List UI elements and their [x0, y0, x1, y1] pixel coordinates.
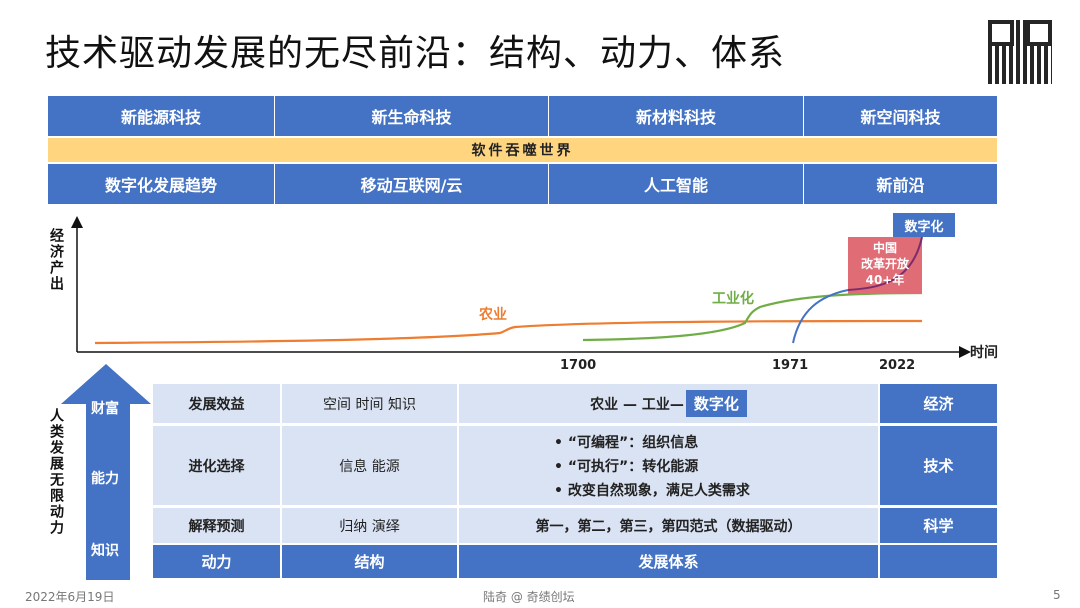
trend-cell: 移动互联网/云: [275, 164, 549, 204]
row-label: 进化选择: [153, 426, 280, 505]
system-cell: 第一，第二，第三，第四范式（数据驱动）: [459, 508, 878, 543]
footer-date: 2022年6月19日: [25, 590, 115, 604]
structure-cell: 空间 时间 知识: [282, 384, 457, 423]
trend-cell: 数字化发展趋势: [48, 164, 275, 204]
header-cell: 发展体系: [459, 545, 878, 578]
tech-cell: 新空间科技: [804, 96, 997, 136]
header-cell: [880, 545, 997, 578]
header-cell: 结构: [282, 545, 457, 578]
level-knowledge: 知识: [91, 543, 119, 559]
bullet-item: • “可执行”：转化能源: [554, 458, 699, 475]
bullet-item: • 改变自然现象，满足人类需求: [554, 482, 750, 499]
trend-cell: 人工智能: [549, 164, 804, 204]
domain-cell: 科学: [880, 508, 997, 543]
tech-cell: 新生命科技: [275, 96, 549, 136]
x-axis-label: 时间: [970, 345, 998, 361]
digital-label: 数字化: [904, 220, 944, 235]
agriculture-curve: [94, 319, 923, 345]
industry-label: 工业化: [712, 291, 754, 307]
software-band: 软件吞噬世界: [48, 138, 997, 162]
qr-code: [988, 20, 1052, 84]
footer-author: 陆奇 @ 奇绩创坛: [483, 590, 575, 604]
digital-box: [893, 213, 955, 237]
china-label: 中国 改革开放 40+年: [860, 241, 909, 287]
growth-diagram: [71, 213, 971, 358]
industry-curve: [582, 291, 923, 342]
y-axis-label: 经济产出: [48, 228, 64, 292]
tick-label: 1971: [772, 358, 809, 373]
page-number: 5: [1053, 588, 1061, 602]
system-cell: 农业 — 工业— 数字化: [459, 384, 878, 423]
tech-cell: 新能源科技: [48, 96, 275, 136]
system-cell: • “可编程”：组织信息 • “可执行”：转化能源 • 改变自然现象，满足人类需…: [459, 426, 878, 505]
system-text: 农业 — 工业—: [590, 396, 684, 413]
row-label: 解释预测: [153, 508, 280, 543]
bullet-item: • “可编程”：组织信息: [554, 434, 699, 451]
tick-label: 1700: [560, 358, 597, 373]
china-curve: [847, 236, 923, 291]
slide-title: 技术驱动发展的无尽前沿：结构、动力、体系: [45, 33, 786, 74]
up-arrow-icon: [61, 364, 151, 580]
domain-cell: 技术: [880, 426, 997, 505]
level-ability: 能力: [91, 471, 119, 487]
digital-badge: 数字化: [685, 390, 747, 417]
tick-label: 2022: [879, 358, 916, 373]
structure-cell: 信息 能源: [282, 426, 457, 505]
structure-cell: 归纳 演绎: [282, 508, 457, 543]
domain-cell: 经济: [880, 384, 997, 423]
row-label: 发展效益: [153, 384, 280, 423]
side-label: 人类发展无限动力: [48, 408, 64, 536]
level-wealth: 财富: [91, 401, 119, 417]
header-cell: 动力: [153, 545, 280, 578]
agriculture-label: 农业: [479, 307, 507, 323]
tech-cell: 新材料科技: [549, 96, 804, 136]
digital-curve: [792, 289, 849, 344]
trend-cell: 新前沿: [804, 164, 997, 204]
